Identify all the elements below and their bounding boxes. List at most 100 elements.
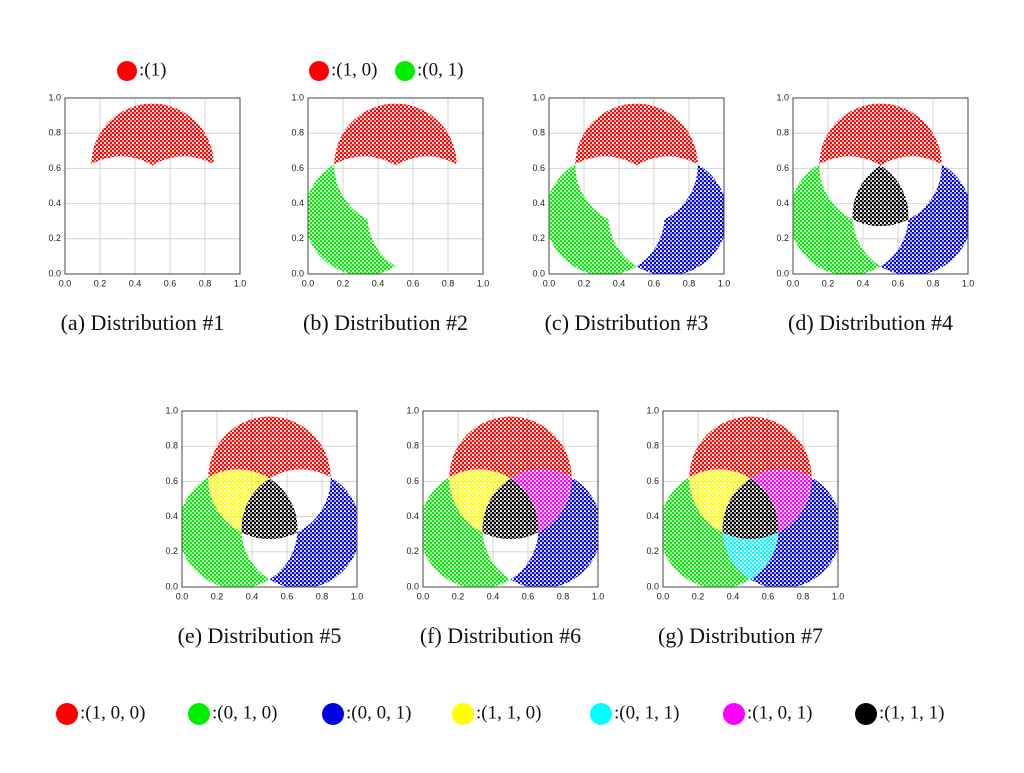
x-tick-label: 1.0 xyxy=(832,591,845,601)
y-tick-label: 0.8 xyxy=(406,441,419,451)
y-tick-label: 0.6 xyxy=(646,476,659,486)
y-tick-label: 0.2 xyxy=(48,233,61,243)
x-tick-label: 0.4 xyxy=(246,591,259,601)
caption: (b) Distribution #2 xyxy=(303,310,468,335)
x-tick-label: 0.2 xyxy=(211,591,224,601)
x-tick-label: 0.0 xyxy=(59,278,72,288)
x-tick-label: 0.4 xyxy=(857,278,870,288)
regions xyxy=(549,103,724,274)
caption: (d) Distribution #4 xyxy=(788,310,953,335)
y-tick-label: 1.0 xyxy=(532,92,545,102)
y-tick-label: 0.4 xyxy=(532,198,545,208)
y-tick-label: 0.8 xyxy=(532,128,545,138)
legend-label: :(0, 1, 0) xyxy=(212,702,277,723)
x-tick-label: 1.0 xyxy=(962,278,975,288)
subplot: 0.0 0.2 0.4 0.6 0.8 1.0 0.0 0.2 0.4 0.6 0.8 1.0 (c) … xyxy=(532,92,730,335)
y-tick-label: 0.6 xyxy=(406,476,419,486)
x-tick-label: 0.8 xyxy=(557,591,570,601)
legend-swatch xyxy=(590,703,612,725)
x-tick-label: 0.6 xyxy=(762,591,775,601)
y-tick-label: 0.4 xyxy=(291,198,304,208)
y-tick-label: 0.6 xyxy=(776,163,789,173)
x-tick-label: 0.0 xyxy=(176,591,189,601)
regions xyxy=(793,103,968,274)
x-tick-label: 1.0 xyxy=(351,591,364,601)
legend-swatch xyxy=(395,61,415,81)
x-tick-label: 0.8 xyxy=(683,278,696,288)
plot-frame xyxy=(307,97,484,275)
legend-label: :(0, 1) xyxy=(417,59,463,80)
y-tick-label: 0.8 xyxy=(48,128,61,138)
plot-frame xyxy=(181,410,358,588)
plot-frame xyxy=(792,97,969,275)
y-tick-label: 0.2 xyxy=(291,233,304,243)
x-tick-label: 0.8 xyxy=(199,278,212,288)
y-tick-label: 0.0 xyxy=(291,268,304,278)
x-tick-label: 0.0 xyxy=(302,278,315,288)
x-tick-label: 0.6 xyxy=(281,591,294,601)
subplot: 0.0 0.2 0.4 0.6 0.8 1.0 0.0 0.2 0.4 0.6 0.8 1.0 (f) … xyxy=(406,405,604,648)
x-tick-label: 0.2 xyxy=(94,278,107,288)
y-tick-label: 0.0 xyxy=(646,581,659,591)
y-tick-label: 1.0 xyxy=(776,92,789,102)
y-tick-label: 0.4 xyxy=(48,198,61,208)
y-tick-label: 1.0 xyxy=(165,405,178,415)
subplot: 0.0 0.2 0.4 0.6 0.8 1.0 0.0 0.2 0.4 0.6 0.8 1.0 (g) … xyxy=(646,405,844,648)
x-tick-label: 0.4 xyxy=(372,278,385,288)
y-tick-label: 1.0 xyxy=(646,405,659,415)
clip-group xyxy=(91,103,214,227)
legend-swatch xyxy=(56,703,78,725)
x-tick-label: 0.6 xyxy=(407,278,420,288)
scatter-region xyxy=(91,103,214,227)
caption: (f) Distribution #6 xyxy=(420,623,581,648)
y-tick-label: 0.8 xyxy=(646,441,659,451)
x-tick-label: 0.0 xyxy=(543,278,556,288)
y-tick-label: 0.4 xyxy=(776,198,789,208)
y-tick-label: 0.6 xyxy=(532,163,545,173)
caption: (g) Distribution #7 xyxy=(658,623,823,648)
x-tick-label: 0.6 xyxy=(892,278,905,288)
legend-swatch xyxy=(723,703,745,725)
y-tick-label: 0.6 xyxy=(291,163,304,173)
x-tick-label: 0.6 xyxy=(522,591,535,601)
x-tick-label: 0.6 xyxy=(648,278,661,288)
legend-swatch xyxy=(188,703,210,725)
x-tick-label: 0.2 xyxy=(692,591,705,601)
y-tick-label: 0.4 xyxy=(406,511,419,521)
y-tick-label: 0.0 xyxy=(406,581,419,591)
x-tick-label: 0.2 xyxy=(337,278,350,288)
legend-label: :(1, 0, 0) xyxy=(80,702,145,723)
x-tick-label: 0.8 xyxy=(442,278,455,288)
subplot: 0.0 0.2 0.4 0.6 0.8 1.0 0.0 0.2 0.4 0.6 0.8 1.0 (a) … xyxy=(48,59,246,335)
y-tick-label: 0.0 xyxy=(776,268,789,278)
x-tick-label: 0.2 xyxy=(578,278,591,288)
y-tick-label: 0.6 xyxy=(165,476,178,486)
x-tick-label: 0.0 xyxy=(417,591,430,601)
legend-label: :(1, 1, 1) xyxy=(879,702,944,723)
x-tick-label: 1.0 xyxy=(592,591,605,601)
regions xyxy=(308,103,457,274)
plot-frame xyxy=(662,410,839,588)
clip-group xyxy=(608,156,724,274)
plot-frame xyxy=(548,97,725,275)
caption: (c) Distribution #3 xyxy=(545,310,709,335)
y-tick-label: 0.2 xyxy=(532,233,545,243)
legend-label: :(1, 1, 0) xyxy=(476,702,541,723)
plot-frame xyxy=(64,97,241,275)
legend-label: :(1, 0) xyxy=(331,59,377,80)
y-tick-label: 0.8 xyxy=(165,441,178,451)
caption: (e) Distribution #5 xyxy=(178,623,342,648)
y-tick-label: 1.0 xyxy=(48,92,61,102)
legend-label: :(0, 0, 1) xyxy=(346,702,411,723)
y-tick-label: 0.0 xyxy=(532,268,545,278)
x-tick-label: 0.8 xyxy=(927,278,940,288)
y-tick-label: 0.2 xyxy=(646,546,659,556)
plot-frame xyxy=(422,410,599,588)
y-tick-label: 1.0 xyxy=(406,405,419,415)
x-tick-label: 0.4 xyxy=(487,591,500,601)
x-tick-label: 0.8 xyxy=(797,591,810,601)
subplot: 0.0 0.2 0.4 0.6 0.8 1.0 0.0 0.2 0.4 0.6 0.8 1.0 (b) … xyxy=(291,59,489,335)
x-tick-label: 1.0 xyxy=(477,278,490,288)
x-tick-label: 0.6 xyxy=(164,278,177,288)
y-tick-label: 0.4 xyxy=(165,511,178,521)
